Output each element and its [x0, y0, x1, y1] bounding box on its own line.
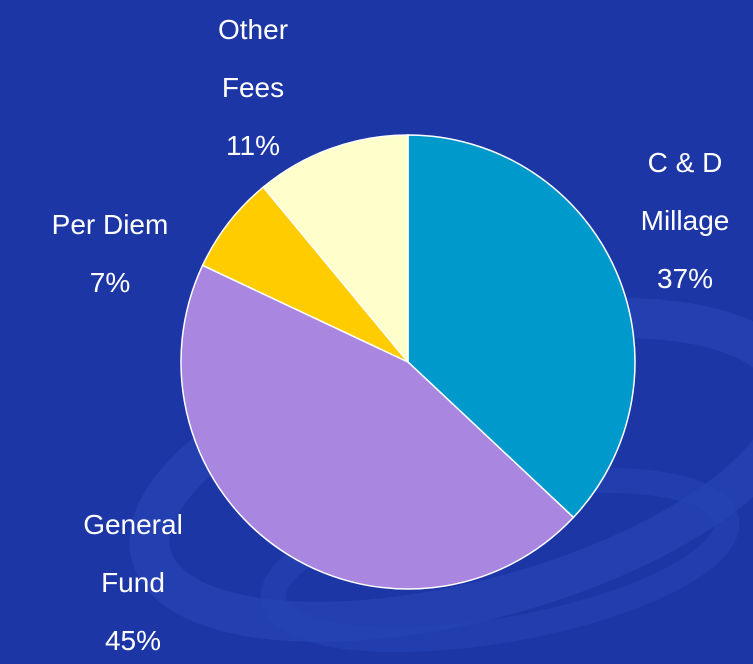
category-label: Other Fees	[217, 14, 289, 103]
category-label: General Fund	[83, 509, 183, 598]
value-label: 7%	[89, 267, 131, 298]
value-label: 45%	[104, 625, 162, 656]
slice-label: C & D Millage 37%	[615, 134, 753, 308]
category-label: Per Diem	[51, 209, 169, 240]
slice-label: General Fund 45%	[68, 496, 198, 664]
category-label: C & D Millage	[640, 147, 730, 236]
value-label: 11%	[226, 130, 280, 161]
pie-slice	[407, 134, 636, 519]
pie-slice	[262, 134, 409, 365]
pie-slice	[180, 264, 575, 590]
slice-label: Per Diem 7%	[30, 196, 190, 312]
slice-label: Other Fees 11%	[198, 1, 308, 175]
value-label: 37%	[656, 263, 714, 294]
pie	[180, 134, 636, 590]
